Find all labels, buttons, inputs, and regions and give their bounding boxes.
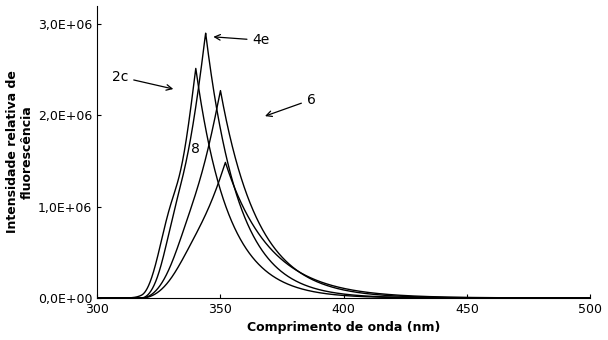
Y-axis label: Intensidade relativa de
fluorescência: Intensidade relativa de fluorescência — [5, 70, 33, 233]
Text: 2c: 2c — [112, 70, 172, 90]
Text: 8: 8 — [192, 142, 200, 156]
X-axis label: Comprimento de onda (nm): Comprimento de onda (nm) — [247, 321, 440, 335]
Text: 4e: 4e — [215, 33, 270, 47]
Text: 6: 6 — [266, 93, 316, 116]
